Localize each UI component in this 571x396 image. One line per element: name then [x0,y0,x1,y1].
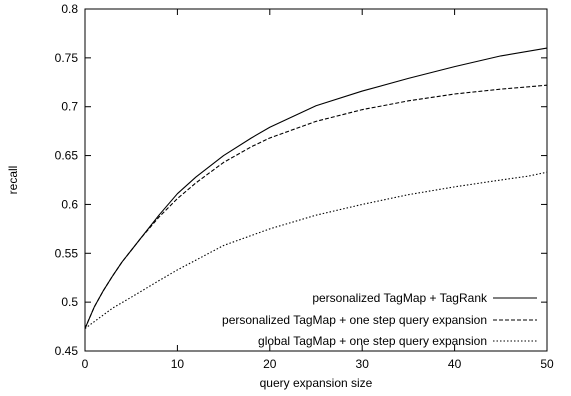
axis-tick-labels: 0 10 20 30 40 50 0.45 0.5 0.55 0.6 0.65 0.7 0.75 0.8 [55,2,554,371]
legend-label-2: personalized TagMap + one step query exp… [222,313,487,327]
y-tick-label: 0.65 [55,149,79,163]
axis-ticks [84,8,548,352]
x-tick-label: 50 [540,357,554,371]
data-series [84,47,548,329]
y-tick-label: 0.55 [55,246,79,260]
plot-frame [84,8,548,352]
legend: personalized TagMap + TagRank personalize… [222,291,537,348]
y-tick-label: 0.75 [55,51,79,65]
series-line-3 [84,171,548,329]
legend-label-1: personalized TagMap + TagRank [312,291,488,305]
y-tick-label: 0.45 [55,344,79,358]
x-tick-label: 0 [82,357,89,371]
y-tick-label: 0.6 [61,197,78,211]
x-tick-label: 30 [356,357,370,371]
x-tick-label: 10 [171,357,185,371]
y-tick-label: 0.8 [61,2,78,16]
x-tick-label: 40 [448,357,462,371]
series-line-1 [84,47,548,329]
y-tick-label: 0.7 [61,100,78,114]
x-axis-label: query expansion size [260,376,373,390]
legend-label-3: global TagMap + one step query expansion [258,334,487,348]
y-tick-label: 0.5 [61,295,78,309]
x-tick-label: 20 [263,357,277,371]
plot-area-border [84,8,548,352]
y-axis-label: recall [6,166,20,195]
series-line-2 [84,84,548,329]
